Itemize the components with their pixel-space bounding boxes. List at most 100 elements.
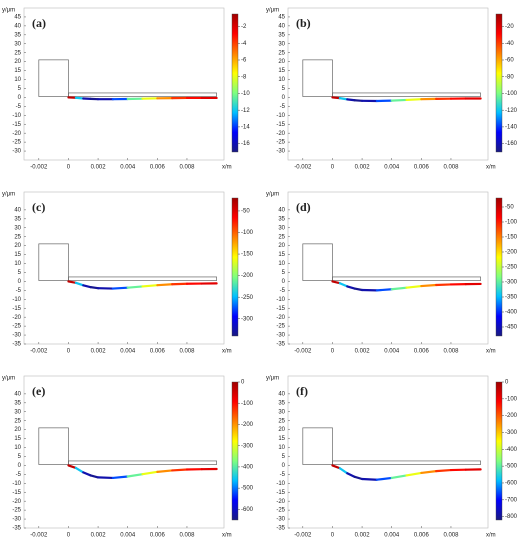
y-tick-label: 25 <box>278 50 285 56</box>
x-tick-label: 0.008 <box>179 165 195 171</box>
panel-label: (e) <box>32 384 45 398</box>
colorbar-tick-label: -60 <box>505 58 514 64</box>
colorbar-tick-label: -350 <box>505 295 518 301</box>
y-tick-label: 10 <box>278 77 285 83</box>
x-tick-label: 0.006 <box>414 349 430 355</box>
y-tick-label: 40 <box>14 23 21 29</box>
y-tick-label: -20 <box>12 315 21 321</box>
x-tick-label: 0.004 <box>120 349 136 355</box>
colorbar-tick-label: -200 <box>241 273 254 279</box>
colorbar-tick-label: -200 <box>505 413 518 419</box>
beam-segment <box>390 98 408 102</box>
x-tick-label: -0.002 <box>30 533 48 539</box>
y-tick-label: 0 <box>18 463 22 469</box>
colorbar-tick-label: -500 <box>505 464 518 470</box>
y-tick-label: -15 <box>276 122 285 128</box>
beam-outline <box>332 460 481 465</box>
colorbar-tick-label: -700 <box>505 497 518 503</box>
colorbar-tick-label: -100 <box>241 230 254 236</box>
beam-segment <box>338 467 349 475</box>
y-tick-label: 30 <box>278 409 285 415</box>
colorbar-tick-label: -50 <box>241 209 250 215</box>
x-tick-label: 0.004 <box>120 165 136 171</box>
y-tick-label: 5 <box>18 454 22 460</box>
beam-segment <box>435 468 453 473</box>
colorbar-tick-label: -250 <box>241 295 254 301</box>
panel-label: (d) <box>296 200 311 214</box>
y-tick-label: 40 <box>278 23 285 29</box>
beam-segment <box>338 282 349 288</box>
beam-segment <box>141 470 159 476</box>
y-tick-label: 15 <box>278 436 285 442</box>
colorbar-tick-label: -50 <box>505 205 514 211</box>
beam-segment <box>338 97 349 101</box>
colorbar-tick-label: -400 <box>505 310 518 316</box>
colorbar-tick-label: -200 <box>241 422 254 428</box>
panel-label: (b) <box>296 16 311 30</box>
beam-segment <box>346 285 356 290</box>
y-tick-label: -25 <box>276 140 285 146</box>
x-tick-label: 0.002 <box>91 165 107 171</box>
colorbar-tick-label: -6 <box>241 58 247 64</box>
x-tick-label: -0.002 <box>294 533 312 539</box>
x-tick-label: -0.002 <box>294 165 312 171</box>
support-block <box>38 59 69 97</box>
beam-segment <box>141 284 159 288</box>
y-tick-label: 25 <box>278 234 285 240</box>
colorbar <box>495 197 503 337</box>
beam-segment <box>74 466 85 474</box>
colorbar-tick-label: -450 <box>505 325 518 331</box>
x-axis-label: x/m <box>222 533 232 539</box>
y-tick-label: -35 <box>12 342 21 348</box>
x-tick-label: 0.002 <box>91 349 107 355</box>
y-tick-label: 30 <box>14 225 21 231</box>
colorbar-tick-label: -12 <box>241 108 250 114</box>
y-tick-label: 45 <box>14 15 21 21</box>
y-tick-label: -5 <box>280 104 286 110</box>
x-tick-label: 0.004 <box>384 349 400 355</box>
plot-area <box>287 375 489 529</box>
beam-segment <box>375 288 393 292</box>
x-tick-label: -0.002 <box>30 349 48 355</box>
x-tick-label: 0.008 <box>179 533 195 539</box>
y-tick-label: 5 <box>282 270 286 276</box>
panel-label: (a) <box>32 16 46 30</box>
y-tick-label: 5 <box>282 86 286 92</box>
beam-segment <box>111 286 129 290</box>
x-tick-label: 0.006 <box>414 533 430 539</box>
support-block <box>302 427 333 465</box>
x-tick-label: 0.006 <box>150 533 166 539</box>
y-tick-label: -30 <box>12 517 21 523</box>
beam-segment <box>405 98 423 102</box>
colorbar-tick-label: -20 <box>505 24 514 30</box>
colorbar-tick-label: -150 <box>505 235 518 241</box>
y-tick-label: -15 <box>276 306 285 312</box>
beam-segment <box>67 280 77 284</box>
x-tick-label: 0.006 <box>414 165 430 171</box>
y-tick-label: -15 <box>12 122 21 128</box>
y-tick-label: -20 <box>276 315 285 321</box>
y-tick-label: -10 <box>12 481 21 487</box>
colorbar-tick-label: -100 <box>241 401 254 407</box>
y-tick-label: 15 <box>278 252 285 258</box>
panel: 40 35 30 25 20 15 10 5 0 -5 -10 -15 -20 -25 -30 -35 -0.0… <box>266 376 518 539</box>
beam-segment <box>420 470 438 475</box>
y-tick-label: 10 <box>14 77 21 83</box>
panel: 40 35 30 25 20 15 10 5 0 -5 -10 -15 -20 -25 -30 -35 -0.0… <box>2 376 254 539</box>
y-tick-label: 15 <box>14 68 21 74</box>
y-tick-label: 35 <box>14 216 21 222</box>
x-tick-label: 0.008 <box>443 533 459 539</box>
y-axis-label: y/μm <box>2 8 15 14</box>
y-tick-label: 0 <box>282 279 286 285</box>
y-tick-label: -10 <box>276 297 285 303</box>
y-tick-label: 10 <box>278 261 285 267</box>
y-tick-label: -30 <box>276 333 285 339</box>
y-tick-label: -20 <box>12 131 21 137</box>
y-tick-label: 35 <box>278 400 285 406</box>
x-tick-label: 0 <box>331 533 335 539</box>
y-tick-label: 45 <box>278 15 285 21</box>
colorbar <box>231 197 239 337</box>
plot-area <box>23 7 225 161</box>
y-tick-label: 25 <box>14 418 21 424</box>
x-tick-label: 0.004 <box>384 533 400 539</box>
